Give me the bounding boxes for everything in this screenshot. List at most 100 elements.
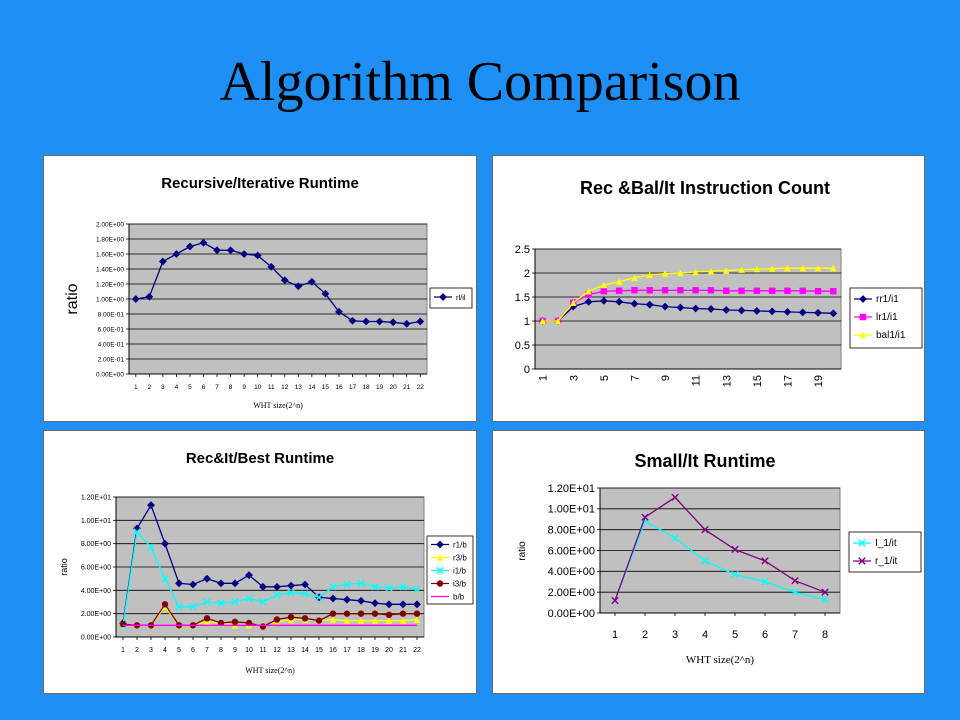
y-tick-label: 0.5 (515, 340, 530, 352)
y-tick-label: 1.5 (515, 292, 530, 304)
x-tick-label: 6 (762, 629, 768, 641)
data-point (402, 319, 411, 328)
data-point (830, 265, 837, 272)
data-point (798, 308, 807, 317)
data-point (245, 619, 253, 627)
y-tick-label: 2.00E+00 (96, 221, 124, 228)
x-tick-label: 4 (163, 647, 167, 654)
y-tick-label: 1.20E+00 (96, 281, 124, 288)
legend: rr1/i1 lr1/i1 bal1/i1 (849, 287, 923, 349)
x-tick-label: 6 (191, 647, 195, 654)
data-point (821, 595, 829, 604)
data-point (217, 599, 225, 607)
data-point (343, 595, 351, 604)
data-point (768, 265, 776, 272)
y-tick-label: 4.00E-01 (98, 341, 125, 348)
x-tick-label: 5 (177, 647, 181, 654)
data-point (161, 574, 169, 583)
data-point (371, 583, 379, 591)
legend: I_1/it r_1/it (848, 531, 922, 573)
series-r_1/it (611, 493, 829, 605)
x-tick-label: 17 (782, 375, 794, 387)
legend-label: r1/b (453, 541, 467, 550)
x-tick-label: 13 (287, 647, 295, 654)
data-point (259, 598, 267, 606)
data-point (385, 611, 393, 619)
data-point (175, 579, 183, 588)
y-axis-label: ratio (59, 558, 69, 576)
y-tick-label: 1.40E+00 (96, 266, 124, 273)
x-tick-label: 2 (148, 384, 152, 391)
data-point (661, 302, 669, 311)
x-tick-label: 18 (357, 647, 365, 654)
y-tick-label: 8.00E+00 (548, 525, 595, 537)
x-tick-label: 16 (335, 384, 343, 391)
data-point (539, 317, 546, 325)
data-point (253, 251, 262, 260)
data-point (799, 287, 806, 294)
data-point (307, 277, 316, 286)
data-point (161, 601, 169, 608)
data-point (294, 282, 303, 291)
data-point (829, 309, 838, 318)
data-point (701, 557, 709, 565)
data-point (761, 578, 769, 586)
data-point (259, 623, 267, 630)
data-point (280, 276, 289, 285)
data-point (738, 287, 745, 294)
data-point (348, 316, 357, 325)
data-point (321, 289, 330, 298)
data-point (676, 303, 685, 312)
series-line (122, 503, 417, 624)
data-point (661, 287, 669, 294)
chart-panel-small-it: Small/It Runtime 0.00E+00 2.00E+00 4.00E+00… (492, 430, 925, 694)
data-point (584, 297, 593, 306)
data-point (131, 295, 140, 303)
series-line (122, 530, 418, 626)
data-point (301, 615, 309, 622)
x-tick-label: 9 (242, 384, 246, 391)
data-point (701, 525, 709, 534)
x-tick-label: 7 (205, 647, 209, 654)
x-tick-label: 16 (329, 647, 337, 654)
data-point (585, 288, 592, 295)
data-point (172, 250, 181, 258)
data-point (722, 306, 731, 314)
data-point (646, 271, 653, 279)
data-point (821, 588, 829, 596)
data-point (267, 262, 276, 271)
legend-box (848, 531, 922, 573)
data-point (691, 304, 700, 313)
series-r1/b (119, 501, 421, 627)
data-point (768, 307, 777, 316)
data-point (723, 287, 730, 294)
data-point (189, 602, 197, 611)
chart-small-it-runtime: Small/It Runtime 0.00E+00 2.00E+00 4.00E+00… (517, 451, 922, 666)
data-point (273, 582, 281, 591)
data-point (343, 580, 351, 589)
legend-label: I_1/it (875, 538, 897, 549)
x-tick-label: 14 (308, 384, 316, 391)
y-tick-label: 2 (524, 268, 530, 280)
data-point (357, 617, 365, 624)
legend-label: i1/b (453, 567, 466, 576)
data-point (329, 610, 337, 617)
data-point (217, 579, 225, 588)
x-tick-label: 19 (813, 375, 825, 387)
plot-area (534, 248, 842, 370)
x-tick-label: 18 (362, 384, 370, 391)
chart-rec-bal-it-instruction-count: Rec &Bal/It Instruction Count 0 0.5 1 1.5 2 2.… (515, 178, 923, 387)
data-point (189, 580, 197, 589)
data-point (343, 610, 351, 617)
chart-title: Recursive/Iterative Runtime (161, 175, 359, 192)
data-point (147, 543, 155, 551)
legend-box (429, 287, 473, 309)
x-tick-label: 3 (149, 647, 153, 654)
data-point (186, 242, 194, 251)
data-point (737, 306, 746, 315)
y-axis-label: ratio (517, 541, 528, 561)
data-point (329, 583, 337, 591)
data-point (600, 288, 608, 295)
legend: r1/b r3/b i1/b i3/b b/b (426, 535, 474, 605)
data-point (677, 287, 684, 294)
